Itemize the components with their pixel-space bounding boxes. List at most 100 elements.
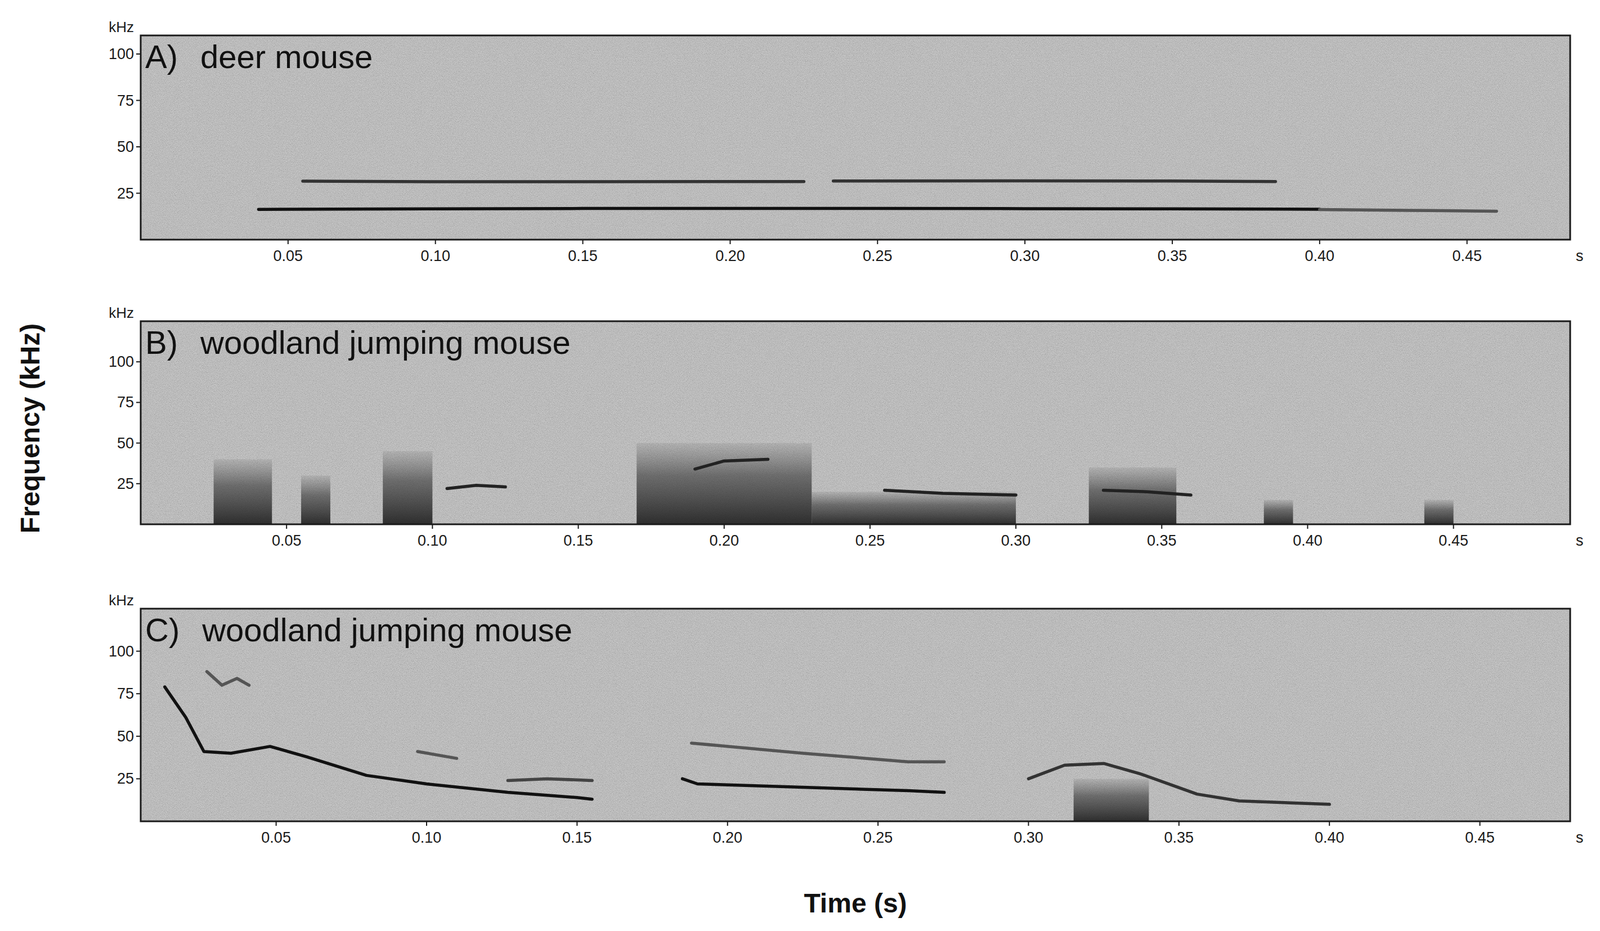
noise-burst	[811, 491, 1016, 525]
x-tick	[723, 524, 725, 530]
x-tick-label: 0.30	[1010, 247, 1041, 265]
x-tick-label: 0.45	[1464, 829, 1495, 847]
x-tick	[582, 239, 584, 245]
y-tick-label: 50	[117, 138, 134, 156]
y-axis-title: Frequency (kHz)	[15, 323, 46, 534]
plot-background	[140, 321, 1571, 525]
noise-burst	[1088, 467, 1177, 525]
y-tick	[136, 778, 141, 780]
y-tick-label: 100	[108, 45, 134, 63]
x-tick	[1161, 524, 1163, 530]
y-unit: kHz	[108, 18, 134, 36]
plot-frame	[140, 321, 1571, 525]
x-tick	[1171, 239, 1173, 245]
x-tick	[426, 821, 428, 827]
x-tick	[1328, 821, 1330, 827]
x-tick	[1178, 821, 1180, 827]
x-tick	[1027, 821, 1029, 827]
x-tick	[1015, 524, 1017, 530]
call-trace	[691, 743, 945, 763]
x-tick	[287, 239, 289, 245]
y-unit: kHz	[108, 592, 134, 609]
x-tick	[576, 821, 578, 827]
call-trace	[417, 751, 457, 759]
x-tick	[877, 821, 879, 827]
noise-burst	[213, 459, 273, 525]
y-tick	[136, 483, 141, 485]
x-tick	[869, 524, 871, 530]
x-tick-label: 0.05	[271, 532, 302, 550]
panel-title: woodland jumping mouse	[201, 611, 573, 649]
x-tick	[285, 524, 288, 530]
y-tick-label: 75	[117, 393, 134, 411]
plot-noise	[140, 35, 1571, 240]
noise-burst	[1424, 500, 1454, 525]
x-tick-label: 0.25	[863, 829, 894, 847]
panel: 255075100kHz0.050.100.150.200.250.300.35…	[108, 18, 1584, 265]
panel-title: woodland jumping mouse	[199, 324, 571, 361]
panel-letter: B)	[145, 324, 178, 361]
x-unit: s	[1575, 532, 1584, 550]
marks	[258, 180, 1498, 212]
panel-letter: C)	[145, 611, 180, 649]
x-tick-label: 0.10	[411, 829, 442, 847]
noise-burst	[1073, 778, 1150, 822]
call-trace	[258, 208, 1320, 210]
call-trace	[695, 459, 769, 470]
marks	[213, 443, 1454, 525]
x-tick	[1466, 239, 1468, 245]
x-tick-label: 0.15	[562, 829, 593, 847]
x-tick	[275, 821, 277, 827]
call-trace	[302, 179, 804, 183]
call-trace	[207, 671, 250, 686]
noise-burst	[1264, 500, 1294, 525]
plot-background	[140, 608, 1571, 822]
plot-frame	[140, 35, 1571, 240]
x-tick-label: 0.15	[563, 532, 594, 550]
x-tick-label: 0.35	[1157, 247, 1188, 265]
x-tick-label: 0.45	[1438, 532, 1469, 550]
y-tick-label: 25	[117, 770, 134, 788]
x-tick-label: 0.10	[417, 532, 448, 550]
x-tick-label: 0.35	[1164, 829, 1195, 847]
x-tick-label: 0.20	[709, 532, 739, 550]
plot-noise	[140, 608, 1571, 822]
x-tick	[729, 239, 731, 245]
x-tick	[1453, 524, 1455, 530]
x-tick-label: 0.25	[855, 532, 886, 550]
noise-burst	[382, 451, 433, 525]
y-tick	[136, 693, 141, 695]
x-tick-label: 0.40	[1305, 247, 1335, 265]
x-tick-label: 0.40	[1292, 532, 1323, 550]
call-trace	[446, 485, 506, 490]
y-tick-label: 75	[117, 92, 134, 110]
call-trace	[507, 778, 593, 781]
y-tick	[136, 401, 141, 403]
call-trace	[682, 778, 945, 793]
noise-burst	[636, 443, 812, 525]
y-tick-label: 25	[117, 185, 134, 203]
y-tick-label: 75	[117, 685, 134, 703]
y-tick	[136, 651, 141, 653]
page: {"figure": {"x_label": "Time (s)", "y_la…	[0, 0, 1600, 931]
y-tick	[136, 361, 141, 363]
marks	[164, 671, 1330, 822]
x-tick-label: 0.30	[1001, 532, 1032, 550]
x-tick	[876, 239, 878, 245]
y-tick	[136, 193, 141, 195]
x-unit: s	[1575, 247, 1584, 265]
call-trace	[884, 490, 1016, 496]
x-tick-label: 0.10	[420, 247, 451, 265]
x-tick-label: 0.40	[1314, 829, 1345, 847]
panel: 255075100kHz0.050.100.150.200.250.300.35…	[108, 592, 1584, 847]
x-tick	[577, 524, 580, 530]
plot-background	[140, 35, 1571, 240]
x-tick-label: 0.30	[1013, 829, 1044, 847]
call-trace	[1319, 209, 1497, 212]
y-unit: kHz	[108, 304, 134, 322]
call-trace	[1028, 763, 1330, 805]
x-tick-label: 0.20	[712, 829, 743, 847]
call-trace	[164, 687, 593, 800]
x-tick	[431, 524, 433, 530]
x-tick-label: 0.35	[1146, 532, 1177, 550]
